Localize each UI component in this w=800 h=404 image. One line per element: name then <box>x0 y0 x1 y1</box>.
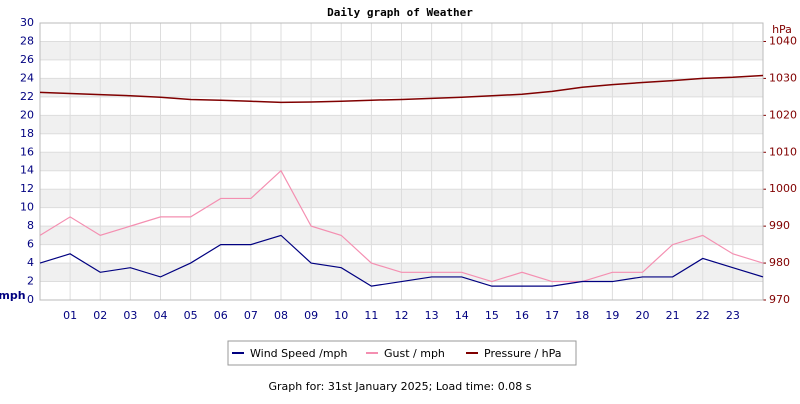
x-tick-label: 07 <box>244 309 258 322</box>
y-tick-label: 8 <box>27 219 34 232</box>
y-tick-label: 10 <box>20 201 34 214</box>
x-tick-label: 09 <box>304 309 318 322</box>
y2-axis-label: hPa <box>772 23 792 36</box>
x-tick-label: 11 <box>364 309 378 322</box>
y-tick-label: 24 <box>20 71 34 84</box>
x-tick-label: 23 <box>726 309 740 322</box>
y-tick-label: 4 <box>27 256 34 269</box>
x-tick-label: 13 <box>425 309 439 322</box>
y-axis-label: mph <box>0 289 26 302</box>
series-line <box>39 74 764 104</box>
y-tick-label: 20 <box>20 108 34 121</box>
chart-title: Daily graph of Weather <box>327 6 473 19</box>
y-tick-label: 30 <box>20 16 34 29</box>
legend-label: Gust / mph <box>384 347 445 360</box>
x-tick-label: 10 <box>334 309 348 322</box>
y-tick-label: 22 <box>20 90 34 103</box>
y-tick-label: 16 <box>20 145 34 158</box>
x-tick-label: 03 <box>123 309 137 322</box>
y-tick-label: 6 <box>27 238 34 251</box>
y-tick-label: 26 <box>20 53 34 66</box>
y-tick-label: 2 <box>27 275 34 288</box>
x-tick-label: 04 <box>154 309 168 322</box>
y2-tick-label: 1040 <box>769 34 797 47</box>
x-tick-label: 22 <box>696 309 710 322</box>
y2-tick-label: 1000 <box>769 182 797 195</box>
y2-tick-label: 980 <box>769 256 790 269</box>
x-tick-label: 01 <box>63 309 77 322</box>
x-tick-label: 12 <box>395 309 409 322</box>
x-tick-label: 19 <box>605 309 619 322</box>
x-tick-label: 02 <box>93 309 107 322</box>
x-tick-label: 15 <box>485 309 499 322</box>
y2-tick-label: 970 <box>769 293 790 306</box>
x-tick-label: 06 <box>214 309 228 322</box>
footer: Graph for: 31st January 2025; Load time:… <box>269 380 532 393</box>
plot-background <box>40 22 763 301</box>
x-tick-label: 17 <box>545 309 559 322</box>
legend <box>227 340 577 366</box>
plot-border <box>39 22 764 301</box>
y2-tick-label: 990 <box>769 219 790 232</box>
x-tick-label: 20 <box>636 309 650 322</box>
legend-label: Wind Speed /mph <box>250 347 348 360</box>
x-tick-label: 16 <box>515 309 529 322</box>
x-tick-label: 05 <box>184 309 198 322</box>
y2-tick-label: 1020 <box>769 108 797 121</box>
y2-tick-label: 1030 <box>769 71 797 84</box>
y-tick-label: 28 <box>20 34 34 47</box>
series-line <box>39 169 764 283</box>
y2-tick-label: 1010 <box>769 145 797 158</box>
series-line <box>39 234 764 287</box>
x-tick-label: 14 <box>455 309 469 322</box>
y-tick-label: 0 <box>27 293 34 306</box>
x-tick-label: 08 <box>274 309 288 322</box>
y-tick-label: 12 <box>20 182 34 195</box>
legend-label: Pressure / hPa <box>484 347 562 360</box>
x-tick-label: 21 <box>666 309 680 322</box>
y-tick-label: 14 <box>20 164 34 177</box>
y-tick-label: 18 <box>20 127 34 140</box>
x-tick-label: 18 <box>575 309 589 322</box>
